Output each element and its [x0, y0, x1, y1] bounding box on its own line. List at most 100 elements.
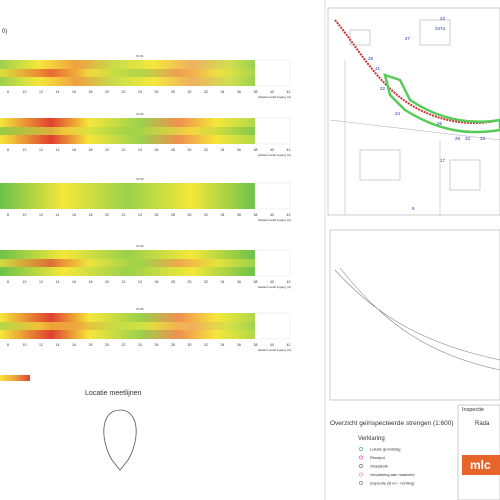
tick-label: 42: [287, 90, 291, 94]
tick-label: 38: [254, 343, 258, 347]
tick-label: 24: [138, 90, 142, 94]
tick-label: 32: [204, 213, 208, 217]
axis-label: afstand vanaf ingang (m): [258, 285, 291, 289]
tick-label: 32: [204, 90, 208, 94]
tick-label: 38: [254, 90, 258, 94]
strip-tail: [254, 249, 291, 277]
map-label: 24: [395, 111, 401, 116]
tick-label: 24: [138, 343, 142, 347]
tick-label: 22: [122, 213, 126, 217]
tick-label: 28: [171, 280, 175, 284]
overview-title: Overzicht geïnspecteerde strengen (1:600…: [330, 420, 454, 427]
tick-label: 16: [72, 148, 76, 152]
map-label: 31: [375, 66, 381, 71]
tick-label: 12: [39, 213, 43, 217]
tick-label: 36: [237, 343, 241, 347]
heatmap-band: [0, 69, 255, 77]
profile-title: Locatie meetlijnen: [85, 390, 142, 397]
tick-label: 18: [89, 280, 93, 284]
strip-label: ID 05: [136, 307, 144, 311]
tick-label: 14: [56, 90, 60, 94]
tick-label: 38: [254, 148, 258, 152]
tick-label: 16: [72, 343, 76, 347]
tick-label: 40: [270, 90, 274, 94]
legend-item: Lokale grondslag: [370, 447, 400, 452]
tick-label: 8: [7, 280, 9, 284]
heatmap-band: [0, 127, 255, 135]
heatmap-band: [0, 192, 255, 200]
tick-label: 12: [39, 280, 43, 284]
tick-label: 12: [39, 148, 43, 152]
map-label: 33: [480, 136, 486, 141]
strip-tail: [254, 312, 291, 340]
tick-label: 14: [56, 280, 60, 284]
tick-label: 32: [204, 148, 208, 152]
heatmap-strips: ID 01 8 10 12 14 16 18 20 22 24 26 28 30 32 34 36 38 40 42…: [0, 54, 291, 352]
strip-tail: [254, 59, 291, 87]
strip-tail: [254, 182, 291, 210]
overview-pipe: [334, 267, 500, 371]
map-label: 23: [440, 16, 446, 21]
tick-label: 40: [270, 148, 274, 152]
tick-label: 40: [270, 213, 274, 217]
title-block: [457, 404, 500, 500]
tick-label: 16: [72, 90, 76, 94]
tick-label: 40: [270, 343, 274, 347]
tick-label: 16: [72, 280, 76, 284]
title-block-title: Inspectie: [462, 407, 484, 413]
map-label: 32: [465, 136, 471, 141]
tick-label: 40: [270, 280, 274, 284]
tick-label: 12: [39, 90, 43, 94]
tick-label: 20: [105, 148, 109, 152]
tick-label: 42: [287, 213, 291, 217]
tick-label: 28: [171, 213, 175, 217]
tick-label: 18: [89, 90, 93, 94]
legend-title: Verklaring: [358, 436, 385, 442]
axis-label: afstand vanaf ingang (m): [258, 153, 291, 157]
legend-item: Verzakking aan maaiveld: [370, 472, 414, 477]
tick-label: 10: [23, 90, 27, 94]
tick-label: 34: [221, 148, 225, 152]
logo: [462, 455, 500, 475]
tick-label: 18: [89, 343, 93, 347]
tick-label: 24: [138, 148, 142, 152]
legend-symbol: [359, 472, 363, 477]
tick-label: 30: [188, 148, 192, 152]
tick-label: 30: [188, 343, 192, 347]
strip-label: ID 01: [136, 54, 144, 58]
legend-item: Rioolput: [370, 455, 386, 460]
map: [327, 7, 500, 216]
tick-label: 20: [105, 343, 109, 347]
profile-shape: [103, 409, 137, 471]
tick-label: 16: [72, 213, 76, 217]
axis-label: afstand vanaf ingang (m): [258, 95, 291, 99]
legend-item: Straatkolk: [370, 464, 388, 469]
tick-label: 36: [237, 280, 241, 284]
tick-label: 30: [188, 90, 192, 94]
tick-label: 10: [23, 280, 27, 284]
strip-label: ID 02: [136, 112, 144, 116]
tick-label: 26: [155, 213, 159, 217]
tick-label: 24: [138, 213, 142, 217]
tick-label: 20: [105, 90, 109, 94]
tick-label: 22: [122, 343, 126, 347]
axis-label: afstand vanaf ingang (m): [258, 218, 291, 222]
overview-panel: [329, 229, 500, 401]
map-label: 5: [412, 206, 415, 211]
legend-symbol: [359, 447, 363, 451]
tick-label: 20: [105, 280, 109, 284]
tick-label: 28: [171, 90, 175, 94]
tick-label: 8: [7, 213, 9, 217]
axis-label: afstand vanaf ingang (m): [258, 348, 291, 352]
tick-label: 8: [7, 90, 9, 94]
tick-label: 38: [254, 280, 258, 284]
tick-label: 12: [39, 343, 43, 347]
tick-label: 10: [23, 213, 27, 217]
strip-tail: [254, 117, 291, 145]
map-label: 28: [455, 136, 461, 141]
heatmap-band: [0, 322, 255, 330]
strip-label: ID 04: [136, 244, 144, 248]
tick-label: 22: [122, 148, 126, 152]
title-block-subtitle: Rada: [475, 421, 490, 427]
tick-label: 8: [7, 148, 9, 152]
